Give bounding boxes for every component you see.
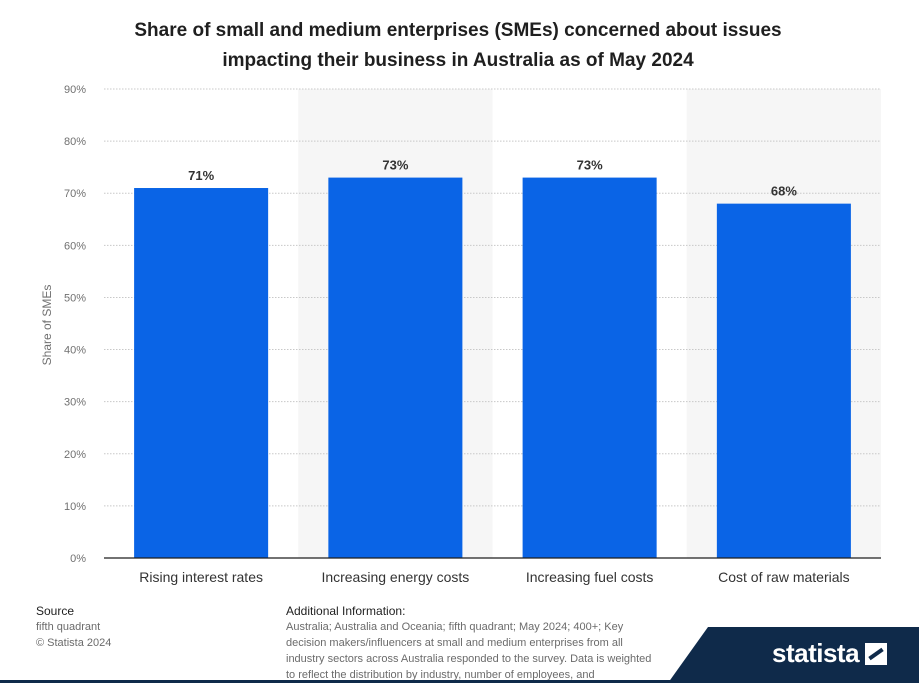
additional-info-text: Australia; Australia and Oceania; fifth … (286, 621, 652, 681)
brand-name: statista (772, 638, 860, 668)
x-tick-label: Increasing fuel costs (526, 569, 654, 585)
copyright: © Statista 2024 (36, 637, 112, 649)
x-tick-label: Rising interest rates (139, 569, 263, 585)
source-heading: Source (36, 604, 75, 618)
bar-value-label: 73% (382, 158, 408, 173)
chart-title-line-1: Share of small and medium enterprises (S… (134, 20, 782, 41)
statista-mark-icon (865, 642, 888, 665)
bar (134, 188, 269, 558)
bar (522, 177, 657, 559)
x-tick-label: Cost of raw materials (718, 569, 849, 585)
bar-value-label: 68% (771, 184, 797, 199)
bar-value-label: 71% (188, 168, 214, 183)
bar (328, 177, 463, 559)
statista-logo: statista (772, 638, 888, 669)
bar (716, 203, 851, 558)
y-tick-label: 20% (64, 449, 86, 461)
source-name: fifth quadrant (36, 621, 101, 633)
source-block: Source fifth quadrant © Statista 2024 (36, 603, 111, 651)
chart-title-line-2: impacting their business in Australia as… (222, 50, 694, 71)
x-tick-label: Increasing energy costs (321, 569, 469, 585)
y-tick-label: 70% (64, 188, 86, 200)
y-tick-label: 30% (64, 397, 86, 409)
bar-value-label: 73% (577, 158, 603, 173)
additional-info-heading: Additional Information: (286, 604, 406, 618)
chart-title: Share of small and medium enterprises (S… (60, 16, 856, 76)
y-tick-label: 80% (64, 136, 86, 148)
bar-chart: 0% 10% 20% 30% 40% 50% 60% 70% 80% 90% 71% Rising i… (64, 84, 881, 585)
y-tick-label: 90% (64, 84, 86, 96)
y-tick-label: 0% (70, 553, 86, 565)
y-tick-label: 10% (64, 501, 86, 513)
y-axis-label: Share of SMEs (40, 284, 54, 366)
y-tick-label: 50% (64, 292, 86, 304)
y-tick-label: 60% (64, 240, 86, 252)
additional-info-block: Additional Information: Australia; Austr… (286, 603, 656, 681)
y-tick-label: 40% (64, 345, 86, 357)
bottom-rule (0, 680, 919, 683)
